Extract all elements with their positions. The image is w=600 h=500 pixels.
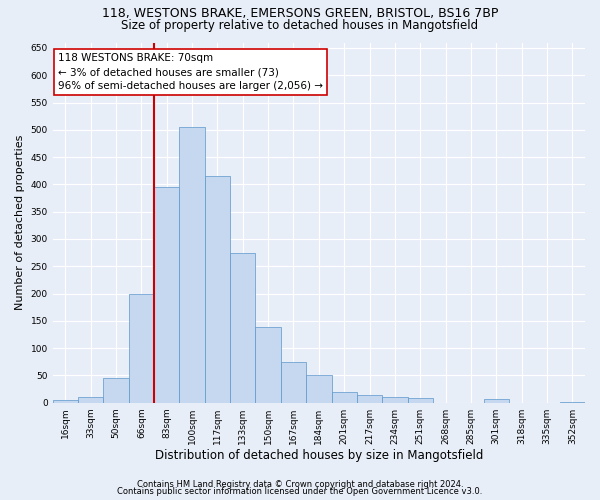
Text: 118, WESTONS BRAKE, EMERSONS GREEN, BRISTOL, BS16 7BP: 118, WESTONS BRAKE, EMERSONS GREEN, BRIS… <box>102 8 498 20</box>
Text: Contains HM Land Registry data © Crown copyright and database right 2024.: Contains HM Land Registry data © Crown c… <box>137 480 463 489</box>
Bar <box>230 252 256 402</box>
Bar <box>407 398 433 402</box>
Text: 118 WESTONS BRAKE: 70sqm
← 3% of detached houses are smaller (73)
96% of semi-de: 118 WESTONS BRAKE: 70sqm ← 3% of detache… <box>58 54 323 92</box>
Bar <box>179 127 205 402</box>
Bar <box>154 187 179 402</box>
Bar <box>306 376 332 402</box>
Bar <box>484 399 509 402</box>
Y-axis label: Number of detached properties: Number of detached properties <box>15 135 25 310</box>
Bar <box>281 362 306 403</box>
X-axis label: Distribution of detached houses by size in Mangotsfield: Distribution of detached houses by size … <box>155 450 483 462</box>
Bar <box>78 398 103 402</box>
Bar <box>103 378 129 402</box>
Bar <box>256 328 281 402</box>
Text: Size of property relative to detached houses in Mangotsfield: Size of property relative to detached ho… <box>121 19 479 32</box>
Bar <box>357 394 382 402</box>
Bar <box>332 392 357 402</box>
Text: Contains public sector information licensed under the Open Government Licence v3: Contains public sector information licen… <box>118 487 482 496</box>
Bar <box>382 398 407 402</box>
Bar <box>129 294 154 403</box>
Bar <box>53 400 78 402</box>
Bar <box>205 176 230 402</box>
